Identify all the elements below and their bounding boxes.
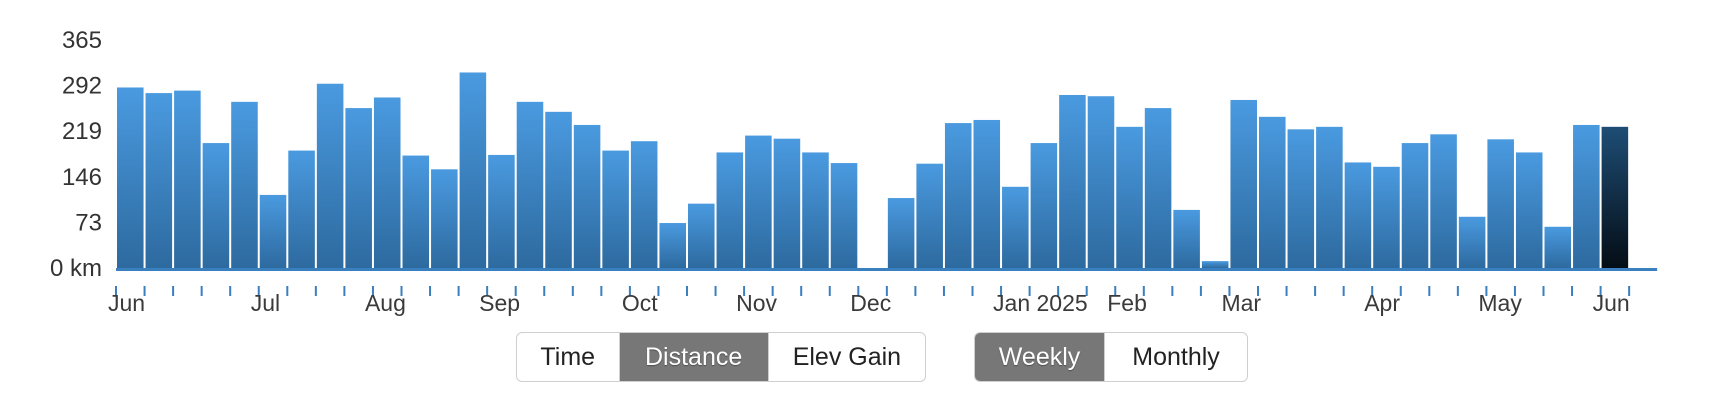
- x-tick-label: Feb: [1107, 290, 1147, 316]
- weekly-button[interactable]: Weekly: [975, 333, 1105, 381]
- x-tick-label: Aug: [365, 290, 406, 316]
- x-tick-label: Nov: [736, 290, 777, 316]
- bar[interactable]: [688, 203, 715, 268]
- bar[interactable]: [773, 138, 801, 268]
- bar[interactable]: [345, 108, 372, 268]
- y-tick-label: 0 km: [50, 255, 102, 282]
- bar[interactable]: [1573, 124, 1600, 268]
- period-toggle: Weekly Monthly: [974, 332, 1248, 382]
- monthly-button[interactable]: Monthly: [1104, 333, 1247, 381]
- bar[interactable]: [1259, 116, 1286, 268]
- weekly-distance-chart: 0 km 73 146 219 292 365 Jun Jul Aug Sep Oct Nov Dec…: [50, 27, 1658, 316]
- bar[interactable]: [231, 101, 258, 268]
- bar[interactable]: [1201, 261, 1229, 268]
- bar[interactable]: [830, 163, 858, 268]
- elev-gain-button[interactable]: Elev Gain: [767, 333, 925, 381]
- bar[interactable]: [288, 150, 315, 268]
- bar[interactable]: [916, 163, 943, 268]
- bar[interactable]: [174, 90, 201, 268]
- bar[interactable]: [1173, 209, 1200, 268]
- y-axis: 0 km 73 146 219 292 365: [50, 27, 102, 282]
- bar[interactable]: [573, 124, 601, 268]
- y-tick-label: 146: [62, 164, 102, 191]
- x-tick-label: Jun: [1593, 290, 1630, 316]
- x-axis: Jun Jul Aug Sep Oct Nov Dec Jan 2025 Feb Mar Apr Ma…: [108, 268, 1658, 316]
- bar[interactable]: [1316, 126, 1343, 269]
- bar[interactable]: [1458, 216, 1486, 268]
- bar[interactable]: [1059, 94, 1086, 268]
- bar[interactable]: [887, 198, 915, 268]
- x-tick-label: Mar: [1221, 290, 1261, 316]
- x-tick-label: Jul: [251, 290, 280, 316]
- bar[interactable]: [488, 154, 515, 268]
- bar[interactable]: [1144, 108, 1172, 268]
- bar[interactable]: [259, 194, 287, 268]
- bar[interactable]: [545, 111, 572, 268]
- bar[interactable]: [1287, 129, 1315, 268]
- x-tick-label: Dec: [850, 290, 891, 316]
- bar[interactable]: [630, 141, 658, 268]
- bar[interactable]: [602, 150, 629, 268]
- bar[interactable]: [1230, 99, 1257, 268]
- y-tick-label: 292: [62, 73, 102, 100]
- bar[interactable]: [316, 83, 344, 268]
- bar[interactable]: [1544, 226, 1572, 268]
- x-tick-label: Jan 2025: [993, 290, 1088, 316]
- bar[interactable]: [202, 143, 230, 268]
- bar[interactable]: [1515, 152, 1543, 268]
- x-tick-label: Apr: [1364, 290, 1400, 316]
- bar[interactable]: [1030, 143, 1058, 268]
- x-tick-label: May: [1478, 290, 1522, 316]
- bar[interactable]: [1401, 143, 1429, 268]
- metric-toggle: Time Distance Elev Gain: [516, 332, 926, 382]
- bar[interactable]: [1116, 126, 1143, 269]
- bar[interactable]: [402, 155, 430, 268]
- bar[interactable]: [745, 135, 772, 268]
- bar[interactable]: [431, 169, 458, 268]
- y-tick-label: 73: [75, 209, 102, 236]
- bars: [117, 72, 1629, 269]
- bar[interactable]: [1087, 96, 1115, 268]
- bar[interactable]: [1373, 166, 1400, 268]
- bar[interactable]: [659, 223, 686, 268]
- bar[interactable]: [117, 87, 144, 269]
- bar[interactable]: [1487, 139, 1514, 268]
- x-tick-label: Oct: [622, 290, 658, 316]
- time-button[interactable]: Time: [540, 342, 596, 371]
- bar[interactable]: [1430, 134, 1457, 268]
- bar[interactable]: [944, 123, 972, 268]
- bar[interactable]: [459, 72, 487, 268]
- bar[interactable]: [1344, 162, 1372, 268]
- bar[interactable]: [802, 152, 829, 268]
- y-tick-label: 219: [62, 118, 102, 145]
- bar[interactable]: [973, 119, 1001, 268]
- bar[interactable]: [516, 101, 544, 268]
- y-tick-label: 365: [62, 27, 102, 54]
- bar[interactable]: [1002, 186, 1029, 268]
- x-tick-label: Sep: [479, 290, 520, 316]
- distance-button[interactable]: Distance: [618, 333, 768, 381]
- bar-current-week[interactable]: [1601, 126, 1629, 269]
- x-tick-label: Jun: [108, 290, 145, 316]
- bar[interactable]: [373, 97, 401, 268]
- bar[interactable]: [145, 93, 173, 269]
- bar[interactable]: [716, 152, 744, 268]
